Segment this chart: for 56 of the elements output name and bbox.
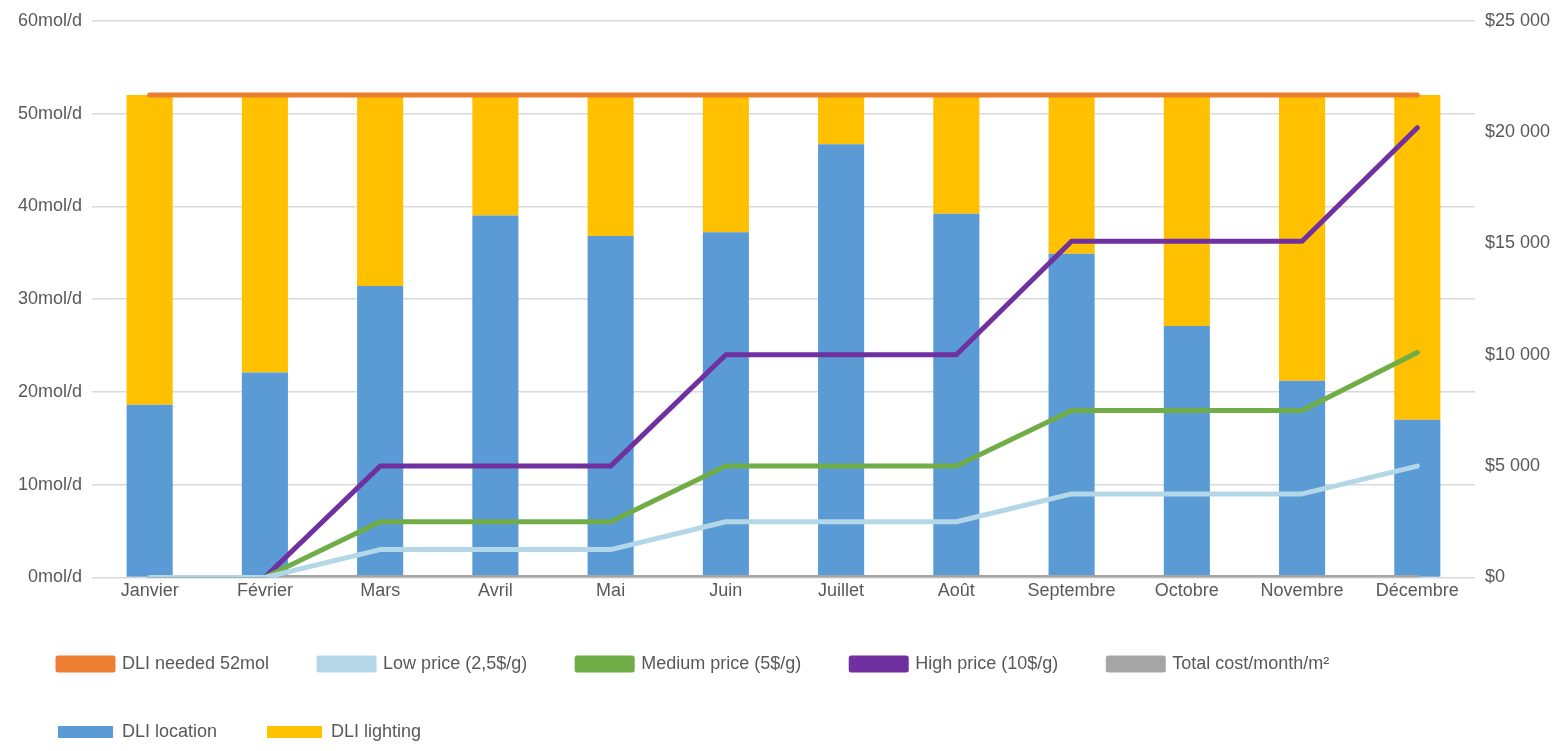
bar [818, 144, 865, 577]
bar [1279, 380, 1326, 577]
y-tick-label: 0mol/d [28, 566, 83, 587]
y2-tick-label: $25 000 [1484, 9, 1551, 30]
x-tick-label: Novembre [1260, 580, 1344, 601]
bar [702, 232, 749, 577]
bar [1394, 95, 1441, 420]
bar [126, 404, 173, 577]
legend-label: Medium price (5$/g) [641, 652, 802, 673]
y2-tick-label: $20 000 [1484, 121, 1551, 142]
bar [472, 95, 519, 216]
legend-label: Low price (2,5$/g) [383, 652, 528, 673]
bar [933, 213, 980, 577]
legend-label: High price (10$/g) [915, 652, 1059, 673]
bar [241, 95, 288, 373]
x-tick-label: Mai [596, 580, 626, 601]
legend-label: Total cost/month/m² [1172, 652, 1330, 673]
y-tick-label: 50mol/d [17, 102, 83, 123]
bar [1394, 419, 1441, 577]
bar [1163, 326, 1210, 577]
y-tick-label: 20mol/d [17, 380, 83, 401]
bar [1048, 95, 1095, 254]
legend-label: DLI needed 52mol [122, 652, 270, 673]
y-tick-label: 40mol/d [17, 195, 83, 216]
x-tick-label: Décembre [1375, 580, 1459, 601]
x-tick-label: Avril [478, 580, 513, 601]
y-tick-label: 60mol/d [17, 9, 83, 30]
y2-tick-label: $5 000 [1484, 455, 1540, 476]
x-tick-label: Février [236, 580, 293, 601]
y-tick-label: 30mol/d [17, 288, 83, 309]
bar [357, 95, 404, 287]
x-tick-label: Janvier [120, 580, 179, 601]
bar [357, 286, 404, 577]
bar [702, 95, 749, 233]
bar [126, 95, 173, 405]
bar [587, 236, 634, 577]
x-tick-label: Juillet [818, 580, 865, 601]
y2-tick-label: $0 [1484, 566, 1505, 587]
bar [241, 372, 288, 577]
legend-label: DLI lighting [331, 720, 422, 741]
bar [1048, 253, 1095, 577]
y2-tick-label: $15 000 [1484, 232, 1551, 253]
legend-label: DLI location [122, 720, 218, 741]
y-tick-label: 10mol/d [17, 473, 83, 494]
bar [1163, 95, 1210, 326]
bar [1279, 95, 1326, 381]
bar [818, 95, 865, 145]
bar [472, 215, 519, 577]
bar [933, 95, 980, 214]
bar [587, 95, 634, 237]
x-tick-label: Octobre [1154, 580, 1219, 601]
x-tick-label: Juin [709, 580, 743, 601]
x-tick-label: Mars [360, 580, 401, 601]
x-tick-label: Août [937, 580, 975, 601]
y2-tick-label: $10 000 [1484, 343, 1551, 364]
x-tick-label: Septembre [1027, 580, 1116, 601]
